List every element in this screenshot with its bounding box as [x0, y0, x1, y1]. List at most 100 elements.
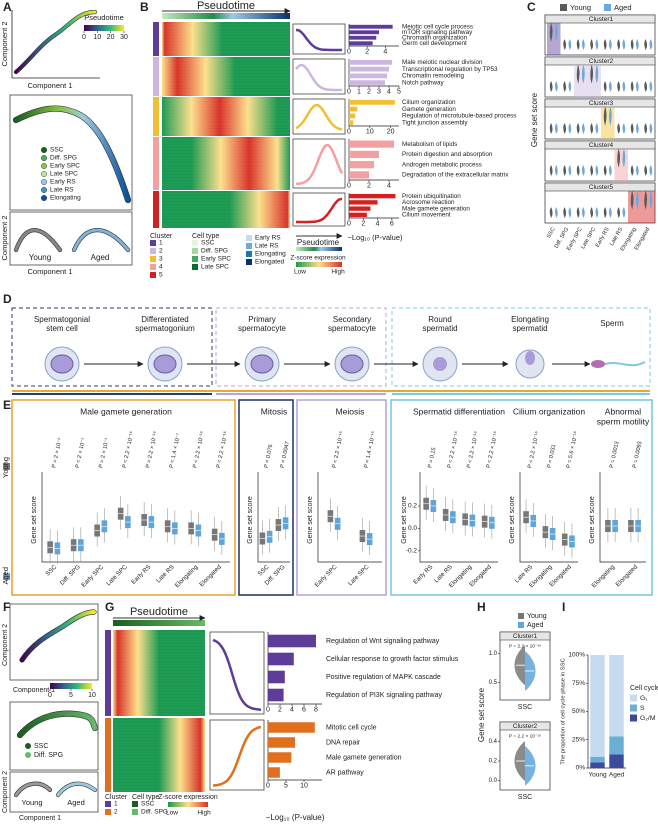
- violin: [576, 207, 580, 218]
- trajectory: [14, 10, 97, 74]
- y-tick-label: 0.2: [408, 503, 417, 510]
- bar: [268, 752, 292, 763]
- y-tick-label: 0%: [576, 765, 586, 772]
- violin: [581, 123, 585, 134]
- violin: [644, 123, 648, 134]
- legend-label: Young: [1, 457, 10, 478]
- y-tick-label: 25%: [572, 736, 585, 743]
- label: High: [331, 269, 345, 276]
- panel-title: sperm motility: [597, 416, 650, 426]
- violin: [603, 207, 607, 218]
- bar-segment: [590, 762, 605, 768]
- cluster-header: [499, 721, 551, 731]
- p-value: P = 5.6 × 10⁻¹⁶: [565, 431, 580, 469]
- nucleus: [433, 357, 447, 371]
- label: Component 2: [2, 624, 9, 666]
- bar: [349, 200, 378, 205]
- violin: [563, 123, 567, 134]
- violin: [608, 207, 612, 218]
- stage-label: Round: [428, 315, 452, 324]
- y-axis-label: Gene set score: [401, 496, 408, 544]
- panel-label: I: [562, 600, 565, 614]
- y-tick-label: 1.0: [489, 651, 498, 657]
- bar: [268, 688, 284, 702]
- bar: [349, 100, 395, 105]
- bar-segment: [590, 756, 605, 763]
- cluster-header: [544, 140, 656, 150]
- cluster-bar: [105, 718, 111, 792]
- group-frame: [296, 399, 387, 596]
- panel-title: Cilium organization: [513, 406, 586, 416]
- sperm-head: [591, 360, 605, 368]
- stage-box: [215, 307, 387, 387]
- y-tick-label: 0.0: [489, 778, 498, 784]
- violin: [576, 165, 580, 176]
- violin: [563, 207, 567, 218]
- legend-label: 5: [159, 272, 163, 279]
- p-value: P < 2.2 × 10⁻¹⁶: [446, 431, 461, 469]
- trend-curve: [295, 103, 343, 131]
- label: Cluster1: [589, 16, 614, 23]
- y-axis-label: Gene set score: [509, 496, 516, 544]
- violin: [590, 165, 594, 176]
- violin: [563, 165, 567, 176]
- curve-frame: [292, 98, 346, 135]
- y-axis-label: Gene set score: [31, 496, 38, 544]
- p-value: P = 0.0093: [632, 441, 644, 469]
- panel-label: E: [3, 398, 11, 412]
- violin: [608, 165, 612, 176]
- legend-swatch: [150, 272, 156, 278]
- y-tick-label: 75%: [572, 680, 585, 687]
- violin: [554, 81, 558, 92]
- colorbar-tick-label: 10: [88, 692, 96, 699]
- trajectory: [17, 711, 98, 738]
- trajectory: [72, 228, 130, 252]
- trend-curve: [295, 28, 342, 52]
- label: Cell type: [192, 233, 219, 240]
- label: Component 1: [27, 81, 72, 90]
- legend-dot: [41, 170, 48, 177]
- violin: [549, 22, 553, 42]
- stage-label: spermatid: [512, 324, 547, 333]
- term-label: Male meiotic nuclear division: [402, 59, 483, 66]
- legend-swatch: [630, 694, 637, 702]
- bar: [349, 140, 394, 148]
- p-value: P = 2.2 × 10⁻¹⁶: [509, 643, 541, 649]
- colorbar-tick-label: 30: [120, 34, 128, 41]
- nucleus: [525, 351, 535, 365]
- colorbar: [50, 683, 92, 689]
- x-tick-label: 0: [347, 88, 351, 95]
- p-value: P = 0.031: [547, 444, 558, 469]
- legend-dot: [41, 154, 48, 161]
- legend-swatch: [630, 714, 637, 722]
- stage-label: spermatocyte: [328, 324, 377, 333]
- y-axis-label: Gene set score: [307, 496, 314, 544]
- x-tick-label: 6: [390, 220, 394, 227]
- legend-label: Young: [570, 3, 591, 12]
- violin: [617, 123, 621, 134]
- x-tick-label: 4: [387, 88, 391, 95]
- axes: [257, 472, 290, 563]
- cluster-bar: [153, 57, 159, 96]
- term-label: Androgen metabolic process: [402, 161, 482, 168]
- term-label: AR pathway: [326, 769, 364, 776]
- term-label: Degradation of the extracellular matrix: [402, 172, 509, 179]
- term-label: Positive regulation of MAPK cascade: [326, 674, 441, 681]
- p-value: P < 2.2 × 10⁻¹⁶: [331, 431, 346, 469]
- violin: [644, 39, 648, 50]
- cluster-header: [544, 182, 656, 192]
- cluster-bar: [153, 137, 159, 190]
- bar: [268, 652, 294, 666]
- legend-label: Diff. SPG: [141, 809, 168, 816]
- highlight: [574, 65, 588, 97]
- term-label: Protein digestion and absorption: [402, 151, 493, 158]
- highlight: [587, 65, 601, 97]
- y-axis-label: Gene set score: [247, 496, 254, 544]
- p-value: P = 2 × 10⁻⁶: [50, 437, 63, 469]
- stage-label: Sperm: [600, 319, 624, 328]
- violin: [622, 81, 626, 92]
- curve-frame: [209, 719, 265, 791]
- bar: [349, 120, 354, 125]
- stage-label: Secondary: [333, 315, 371, 324]
